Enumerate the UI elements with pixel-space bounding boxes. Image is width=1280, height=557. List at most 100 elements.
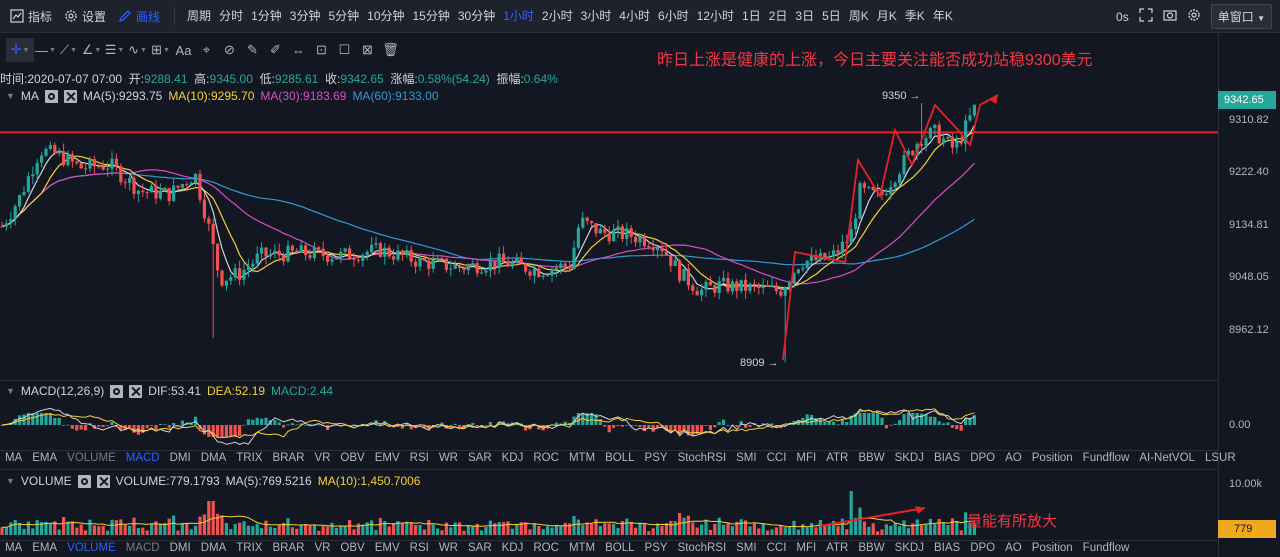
period-option[interactable]: 3日 [795, 9, 815, 23]
settings-gear-icon[interactable] [1187, 8, 1201, 25]
indicator-tab[interactable]: MTM [568, 452, 596, 464]
magnet-icon[interactable]: ⊘ [224, 42, 235, 57]
crosshair-tool-icon[interactable]: ✛ ▼ [6, 38, 34, 62]
period-option[interactable]: 3分钟 [289, 9, 321, 23]
fullscreen-icon[interactable] [1139, 8, 1153, 25]
text-tool-icon[interactable]: Aa [175, 42, 192, 58]
wave-tool-icon[interactable]: ∿ ▼ [128, 42, 147, 57]
indicator-tab[interactable]: TRIX [236, 542, 263, 554]
parallel-channel-tool-icon[interactable]: ☰ ▼ [104, 42, 125, 57]
period-option[interactable]: 10分钟 [367, 9, 405, 23]
indicator-tab[interactable]: Fundflow [1082, 452, 1130, 464]
brush-icon[interactable]: ✐ [270, 42, 281, 57]
period-option[interactable]: 4小时 [619, 9, 650, 23]
indicator-tab[interactable]: KDJ [501, 452, 524, 464]
indicator-tab[interactable]: CCI [766, 452, 787, 464]
indicators-button[interactable]: 指标 [4, 4, 58, 28]
period-option[interactable]: 季K [904, 9, 925, 23]
indicator-tab[interactable]: DMI [169, 452, 191, 464]
edit-icon[interactable]: ☐ [338, 42, 351, 57]
indicator-tab[interactable]: PSY [644, 452, 668, 464]
draw-button[interactable]: 画线 [112, 4, 166, 28]
indicator-tab[interactable]: SMI [736, 452, 757, 464]
indicator-tab[interactable]: EMA [32, 452, 58, 464]
trend-line-tool-icon[interactable]: ⟋ ▼ [59, 42, 78, 57]
indicator-tab[interactable]: MFI [796, 542, 817, 554]
collapse-chevron-icon[interactable]: ▼ [6, 476, 15, 486]
indicator-tab[interactable]: VR [314, 542, 331, 554]
indicator-tab[interactable]: BRAR [272, 542, 305, 554]
indicator-tab[interactable]: ROC [533, 542, 559, 554]
indicator-tab[interactable]: SAR [467, 452, 492, 464]
period-option[interactable]: 周K [848, 9, 869, 23]
indicator-tab[interactable]: MFI [796, 452, 817, 464]
volume-close-icon[interactable] [96, 474, 110, 488]
indicator-tab[interactable]: ROC [533, 452, 559, 464]
indicator-tab[interactable]: Position [1031, 452, 1073, 464]
indicator-tab[interactable]: SKDJ [894, 542, 924, 554]
period-option[interactable]: 30分钟 [457, 9, 496, 23]
collapse-chevron-icon[interactable]: ▼ [6, 386, 15, 396]
camera-icon[interactable] [1163, 8, 1177, 25]
indicator-tab[interactable]: MTM [568, 542, 596, 554]
indicator-tab[interactable]: AO [1005, 452, 1022, 464]
lock-icon[interactable]: ⊡ [316, 42, 327, 57]
ruler-icon[interactable]: ✎ [247, 42, 258, 57]
horizontal-line-tool-icon[interactable]: — ▼ [35, 42, 56, 58]
angle-tool-icon[interactable]: ∠ ▼ [81, 42, 102, 57]
indicator-tab[interactable]: WR [438, 452, 458, 464]
period-option[interactable]: 15分钟 [412, 9, 450, 23]
fibonacci-tool-icon[interactable]: ⊞ ▼ [151, 42, 170, 57]
indicator-tab[interactable]: VR [314, 452, 331, 464]
indicator-tab[interactable]: PSY [644, 542, 668, 554]
window-mode-select[interactable]: 单窗口 ▼ [1210, 4, 1272, 29]
indicator-tab[interactable]: BIAS [933, 452, 961, 464]
indicator-tab[interactable]: ATR [826, 542, 849, 554]
indicator-tab[interactable]: EMV [374, 452, 400, 464]
indicator-tab[interactable]: StochRSI [677, 452, 727, 464]
indicator-tab[interactable]: CCI [766, 542, 787, 554]
indicator-tab[interactable]: VOLUME [67, 542, 116, 554]
pattern-tool-icon[interactable]: ⌖ [202, 42, 211, 57]
indicator-tab[interactable]: StochRSI [677, 542, 727, 554]
indicator-tab[interactable]: MA [5, 542, 23, 554]
indicator-tab[interactable]: WR [438, 542, 458, 554]
period-option[interactable]: 2小时 [541, 9, 573, 23]
period-option[interactable]: 分时 [219, 9, 244, 23]
indicator-tab[interactable]: SKDJ [894, 452, 924, 464]
indicator-tab[interactable]: ATR [826, 452, 849, 464]
eye-icon[interactable]: ⊠ [362, 42, 373, 57]
indicator-tab[interactable]: BBW [858, 452, 885, 464]
indicator-tab[interactable]: Fundflow [1082, 542, 1130, 554]
indicator-tab[interactable]: DMA [200, 542, 227, 554]
price-axis[interactable]: 9310.82 9222.40 9134.81 9048.05 8962.12 … [1218, 34, 1280, 557]
indicator-tab[interactable]: TRIX [236, 452, 263, 464]
indicator-tab[interactable]: BRAR [272, 452, 305, 464]
indicator-tab[interactable]: KDJ [501, 542, 524, 554]
period-option[interactable]: 1小时 [503, 9, 534, 23]
indicator-tab[interactable]: OBV [340, 542, 365, 554]
indicator-tab[interactable]: Position [1031, 542, 1073, 554]
indicator-tab[interactable]: SAR [467, 542, 492, 554]
indicator-tab[interactable]: EMV [374, 542, 400, 554]
indicator-tab[interactable]: LSUR [1204, 452, 1236, 464]
volume-settings-icon[interactable] [77, 474, 91, 488]
ma-settings-icon[interactable] [44, 89, 58, 103]
indicator-tab[interactable]: RSI [409, 452, 429, 464]
indicator-tab[interactable]: VOLUME [67, 452, 116, 464]
period-option[interactable]: 1日 [742, 9, 761, 23]
period-option[interactable]: 5分钟 [328, 9, 360, 23]
indicator-tab[interactable]: BIAS [933, 542, 961, 554]
indicator-tab[interactable]: DMA [200, 452, 227, 464]
indicator-tab[interactable]: DPO [970, 542, 996, 554]
macd-close-icon[interactable] [129, 384, 143, 398]
indicator-tab[interactable]: DMI [169, 542, 191, 554]
period-option[interactable]: 5日 [822, 9, 841, 23]
period-option[interactable]: 1分钟 [251, 9, 282, 23]
settings-button[interactable]: 设置 [58, 4, 112, 28]
indicator-tab[interactable]: RSI [409, 542, 429, 554]
indicator-tab[interactable]: MACD [125, 452, 160, 464]
period-option[interactable]: 12小时 [696, 9, 735, 23]
macd-settings-icon[interactable] [110, 384, 124, 398]
indicator-tab[interactable]: DPO [970, 452, 996, 464]
